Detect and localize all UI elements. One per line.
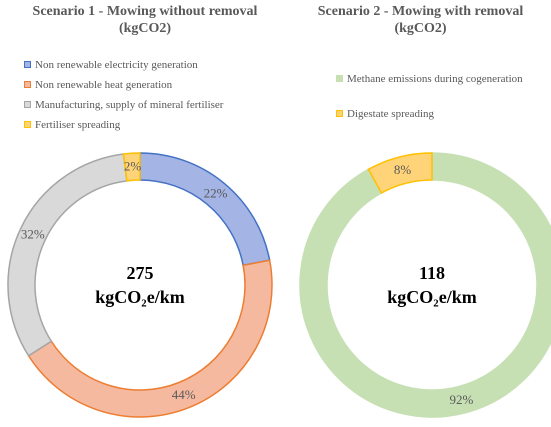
data-label: 2% (124, 159, 142, 174)
legend-swatch (336, 75, 343, 82)
legend-item: Methane emissions during cogeneration (336, 72, 523, 86)
donut-slice (367, 152, 433, 195)
legend-item: Non renewable electricity generation (24, 58, 198, 72)
data-label: 8% (394, 162, 412, 177)
center-total-value: 118 (419, 263, 445, 283)
legend-label: Non renewable heat generation (35, 79, 173, 91)
chart-title-scenario-2: Scenario 2 - Mowing with removal (kgCO2) (290, 3, 551, 37)
legend-label: Digestate spreading (347, 108, 435, 120)
center-total-unit: kgCO₂e/km (387, 287, 476, 307)
legend-swatch (336, 110, 343, 117)
donut-chart-scenario-2: 92% 8% 118 kgCO₂e/km (299, 152, 551, 418)
chart-title-line: (kgCO2) (118, 21, 172, 36)
donut-slice (27, 259, 273, 418)
center-total-unit: kgCO₂e/km (95, 287, 184, 307)
data-label: 44% (172, 387, 196, 402)
center-total-value: 275 (127, 263, 154, 283)
data-label: 32% (21, 227, 45, 242)
legend-label: Fertiliser spreading (35, 119, 121, 131)
donut-slice (299, 152, 551, 418)
data-label: 92% (450, 392, 474, 407)
legend-item: Non renewable heat generation (24, 78, 172, 92)
legend-item: Digestate spreading (336, 107, 434, 121)
donut-slice (7, 153, 128, 357)
legend-item: Manufacturing, supply of mineral fertili… (24, 98, 223, 112)
legend-swatch (24, 61, 31, 68)
legend-swatch (24, 101, 31, 108)
chart-title-line: Scenario 2 - Mowing with removal (317, 4, 524, 19)
legend-item: Fertiliser spreading (24, 118, 120, 132)
legend-label: Methane emissions during cogeneration (347, 73, 523, 85)
chart-title-line: (kgCO2) (394, 21, 447, 36)
donut-chart-scenario-1: 22% 44% 32% 2% 275 kgCO₂e/km (7, 152, 273, 418)
legend-swatch (24, 121, 31, 128)
legend-swatch (24, 81, 31, 88)
chart-title-line: Scenario 1 - Mowing without removal (32, 4, 258, 19)
chart-title-scenario-1: Scenario 1 - Mowing without removal (kgC… (0, 3, 290, 37)
data-label: 22% (204, 186, 228, 201)
legend-label: Manufacturing, supply of mineral fertili… (35, 99, 224, 111)
donut-slice (139, 152, 271, 267)
donut-slice (122, 152, 141, 182)
legend-label: Non renewable electricity generation (35, 59, 198, 71)
